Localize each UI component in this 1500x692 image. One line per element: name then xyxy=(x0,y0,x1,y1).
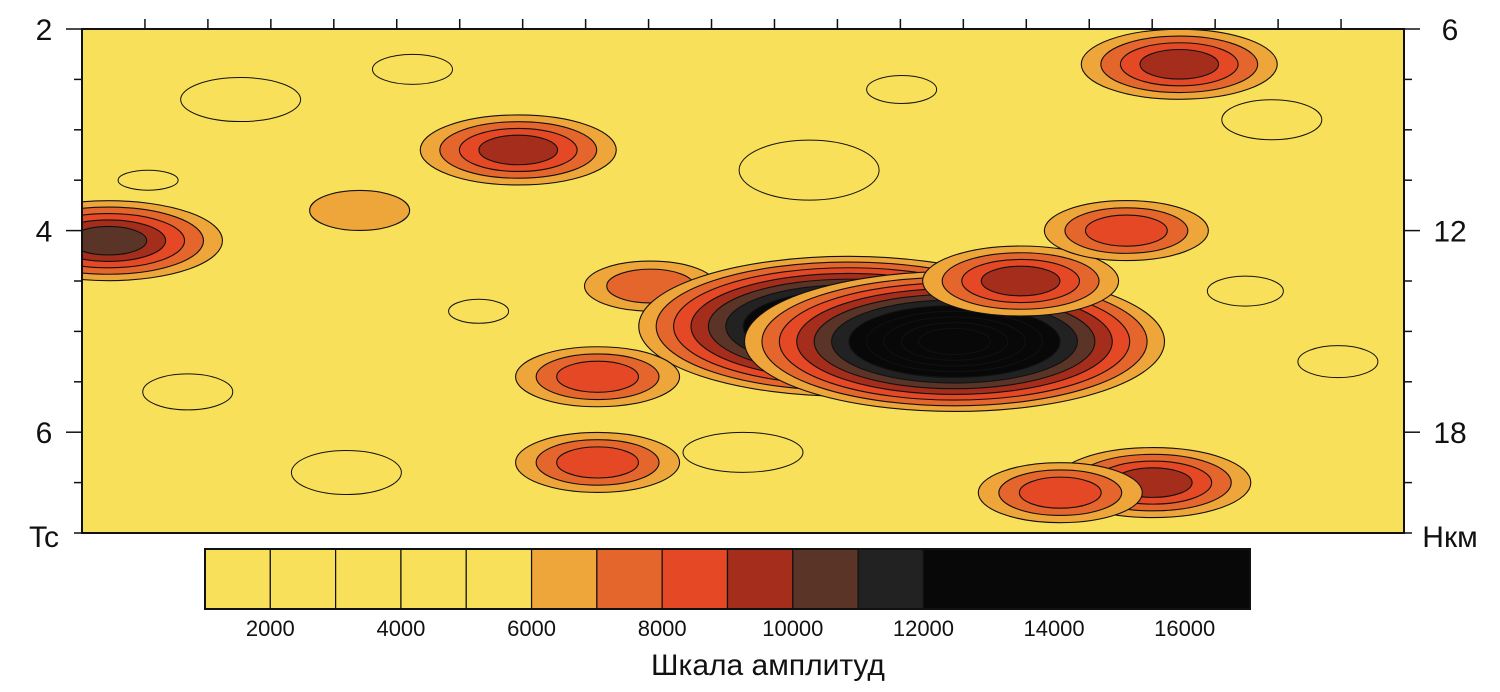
colorbar-bin xyxy=(269,548,337,610)
anomaly-level xyxy=(918,327,991,356)
colorbar-tick-label: 14000 xyxy=(1023,616,1084,641)
colorbar-bin xyxy=(857,548,925,610)
anomaly-level xyxy=(1084,214,1168,247)
contour-line xyxy=(290,450,402,496)
anomaly-level xyxy=(309,189,411,231)
right-tick-label: 12 xyxy=(1433,216,1466,249)
anomaly-level xyxy=(82,225,148,256)
anomaly-level xyxy=(1018,476,1102,509)
contour-line xyxy=(1221,99,1323,141)
colorbar-bin xyxy=(400,548,467,610)
colorbar-bin xyxy=(204,548,271,610)
colorbar-bin xyxy=(922,548,1251,610)
left-axis: 2 4 6 xyxy=(36,14,82,534)
colorbar-bin xyxy=(465,548,533,610)
colorbar-tick-label: 6000 xyxy=(507,616,556,641)
colorbar-tick-label: 12000 xyxy=(893,616,954,641)
left-axis-unit-label: Tc xyxy=(29,521,59,554)
anomaly xyxy=(1080,29,1278,100)
left-tick-label: 6 xyxy=(36,417,53,450)
colorbar-tick-label: 2000 xyxy=(246,616,295,641)
anomaly xyxy=(515,346,681,408)
contour-line xyxy=(372,53,453,85)
colorbar-bin xyxy=(596,548,663,610)
colorbar-bin xyxy=(530,548,598,610)
contour-line xyxy=(738,139,880,201)
anomaly xyxy=(82,200,223,282)
anomaly xyxy=(419,114,617,186)
colorbar-bin xyxy=(792,548,859,610)
colorbar-tick-labels: 2000 4000 6000 8000 10000 12000 14000 16000 xyxy=(246,616,1215,641)
contour-lines xyxy=(117,53,1379,496)
anomaly-level xyxy=(556,360,640,393)
anomaly-level xyxy=(478,134,559,166)
anomaly xyxy=(309,189,411,231)
top-tick-marks xyxy=(144,19,1342,29)
anomaly-level xyxy=(556,446,640,479)
anomaly-level xyxy=(980,265,1061,297)
contour-line xyxy=(180,77,302,123)
anomaly xyxy=(922,245,1120,317)
colorbar xyxy=(204,548,1251,610)
right-axis: 6 12 18 xyxy=(1404,14,1467,534)
colorbar-tick-label: 16000 xyxy=(1154,616,1215,641)
colorbar-frame xyxy=(204,548,1251,610)
anomaly xyxy=(977,462,1143,524)
anomaly xyxy=(515,431,681,493)
contour-line xyxy=(1297,345,1379,379)
colorbar-tick-label: 8000 xyxy=(638,616,687,641)
contour-line xyxy=(682,431,804,473)
colorbar-bin xyxy=(335,548,402,610)
left-tick-label: 4 xyxy=(36,216,53,249)
contour-line xyxy=(1206,275,1284,307)
right-axis-unit-label: Нкм xyxy=(1422,521,1477,554)
contour-line xyxy=(866,74,938,104)
colorbar-tick-label: 4000 xyxy=(376,616,425,641)
right-tick-label: 18 xyxy=(1433,417,1466,450)
contour-line xyxy=(448,298,510,324)
left-tick-label: 2 xyxy=(36,14,53,47)
colorbar-label: Шкала амплитуд xyxy=(651,649,885,682)
colorbar-bin xyxy=(726,548,794,610)
colorbar-bin xyxy=(661,548,729,610)
contour-line xyxy=(142,373,234,411)
anomaly-level xyxy=(1139,48,1220,80)
plot-area xyxy=(82,29,1404,533)
contour-line xyxy=(117,169,179,191)
anomaly xyxy=(1043,200,1209,262)
colorbar-tick-label: 10000 xyxy=(762,616,823,641)
right-tick-label: 6 xyxy=(1442,14,1459,47)
